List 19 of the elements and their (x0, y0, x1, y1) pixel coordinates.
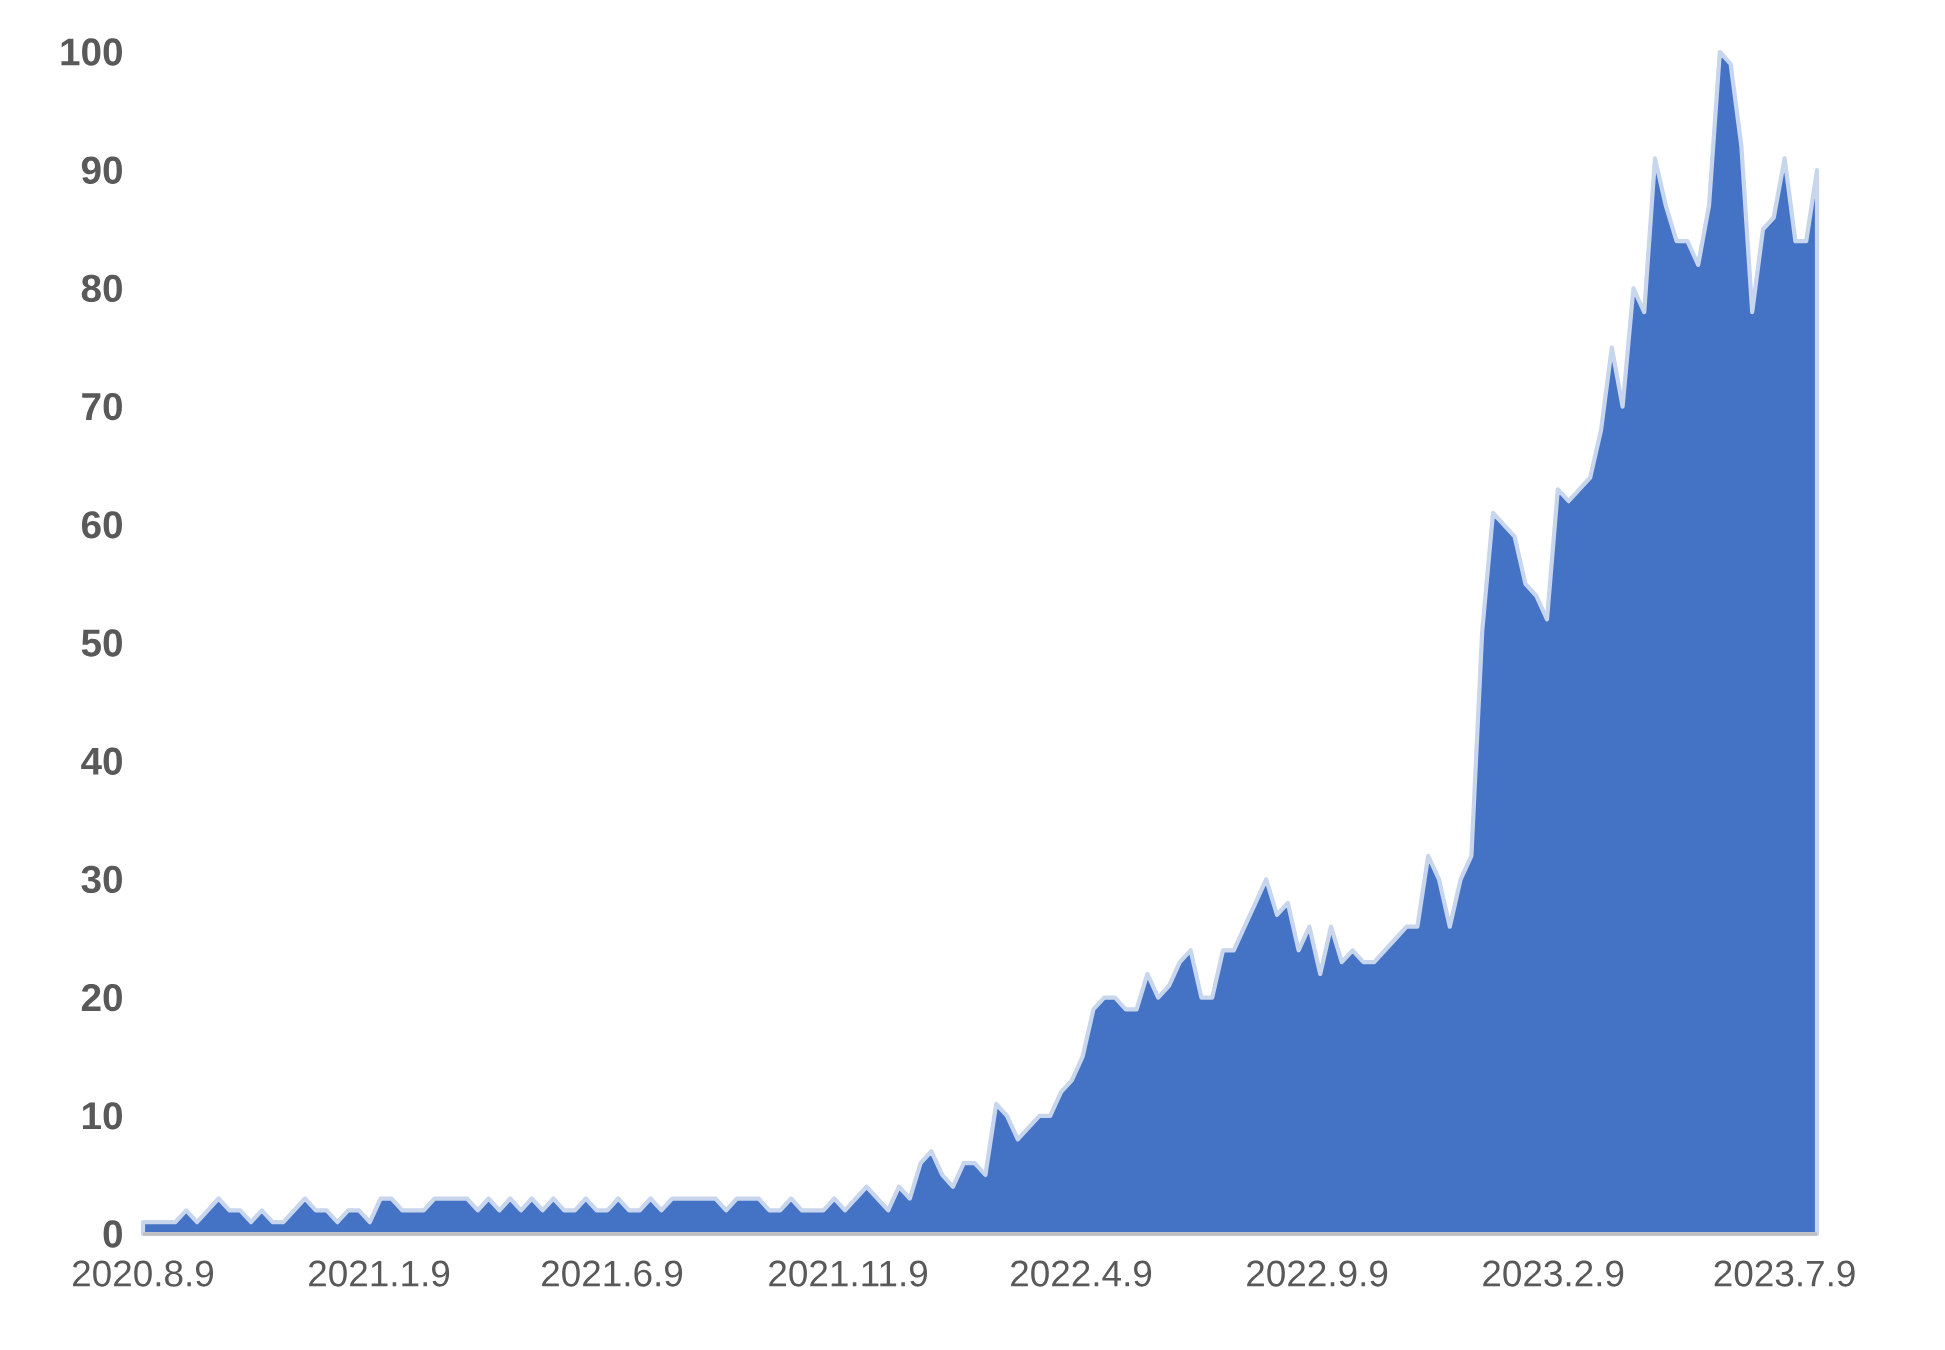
y-tick-label: 50 (81, 629, 122, 657)
x-tick-label: 2023.7.9 (1714, 1260, 1855, 1287)
y-tick-label: 30 (81, 865, 122, 894)
x-tick-label: 2021.1.9 (309, 1260, 450, 1287)
y-tick-label: 80 (81, 274, 122, 303)
x-tick-label: 2022.4.9 (1011, 1260, 1152, 1287)
y-tick-label: 100 (61, 38, 122, 66)
y-tick-label: 60 (81, 511, 122, 539)
y-tick-label: 40 (81, 747, 122, 775)
x-tick-label: 2021.6.9 (542, 1260, 683, 1287)
x-tick-label: 2021.11.9 (769, 1260, 928, 1287)
y-tick-label: 10 (82, 1102, 122, 1130)
y-tick-label: 0 (103, 1220, 122, 1248)
y-tick-label: 90 (81, 156, 122, 184)
x-tick-label: 2022.9.9 (1247, 1260, 1388, 1287)
y-tick-label: 20 (81, 983, 122, 1012)
x-tick-label: 2023.2.9 (1483, 1260, 1624, 1287)
x-tick-label: 2020.8.9 (73, 1260, 214, 1287)
y-tick-label: 70 (82, 392, 122, 421)
